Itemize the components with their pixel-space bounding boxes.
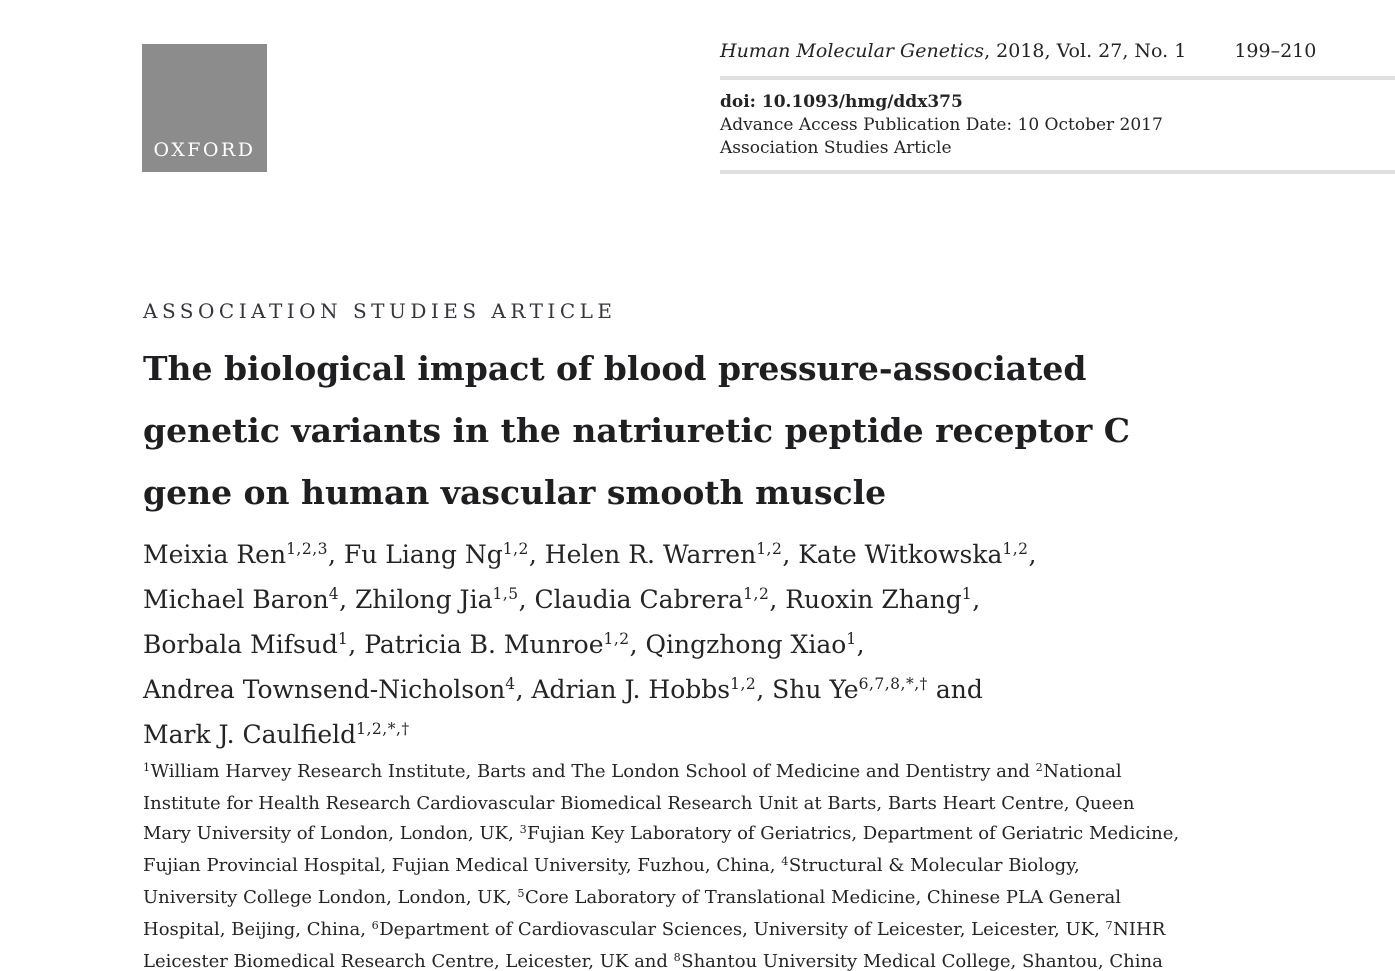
advance-access-line: Advance Access Publication Date: 10 Octo… [720,115,1163,135]
article-type-line: Association Studies Article [720,138,952,158]
author-list: Meixia Ren1,2,3, Fu Liang Ng1,2, Helen R… [143,540,1037,749]
article-title: The biological impact of blood pressure-… [143,349,1131,512]
affiliation-list: 1William Harvey Research Institute, Bart… [143,760,1180,971]
header-divider-top [720,76,1395,80]
header-divider-bottom [720,170,1395,174]
page-range: 199–210 [1234,40,1317,62]
section-label: ASSOCIATION STUDIES ARTICLE [143,299,617,323]
citation-meta: doi: 10.1093/hmg/ddx375 Advance Access P… [720,91,1395,160]
oxford-logo: OXFORD [142,44,267,172]
citation-header: Human Molecular Genetics, 2018, Vol. 27,… [720,40,1395,174]
journal-name-and-issue: Human Molecular Genetics, 2018, Vol. 27,… [720,40,1187,62]
doi-line: doi: 10.1093/hmg/ddx375 [720,92,963,112]
oxford-logo-text: OXFORD [153,139,256,161]
journal-citation-line: Human Molecular Genetics, 2018, Vol. 27,… [720,40,1395,62]
